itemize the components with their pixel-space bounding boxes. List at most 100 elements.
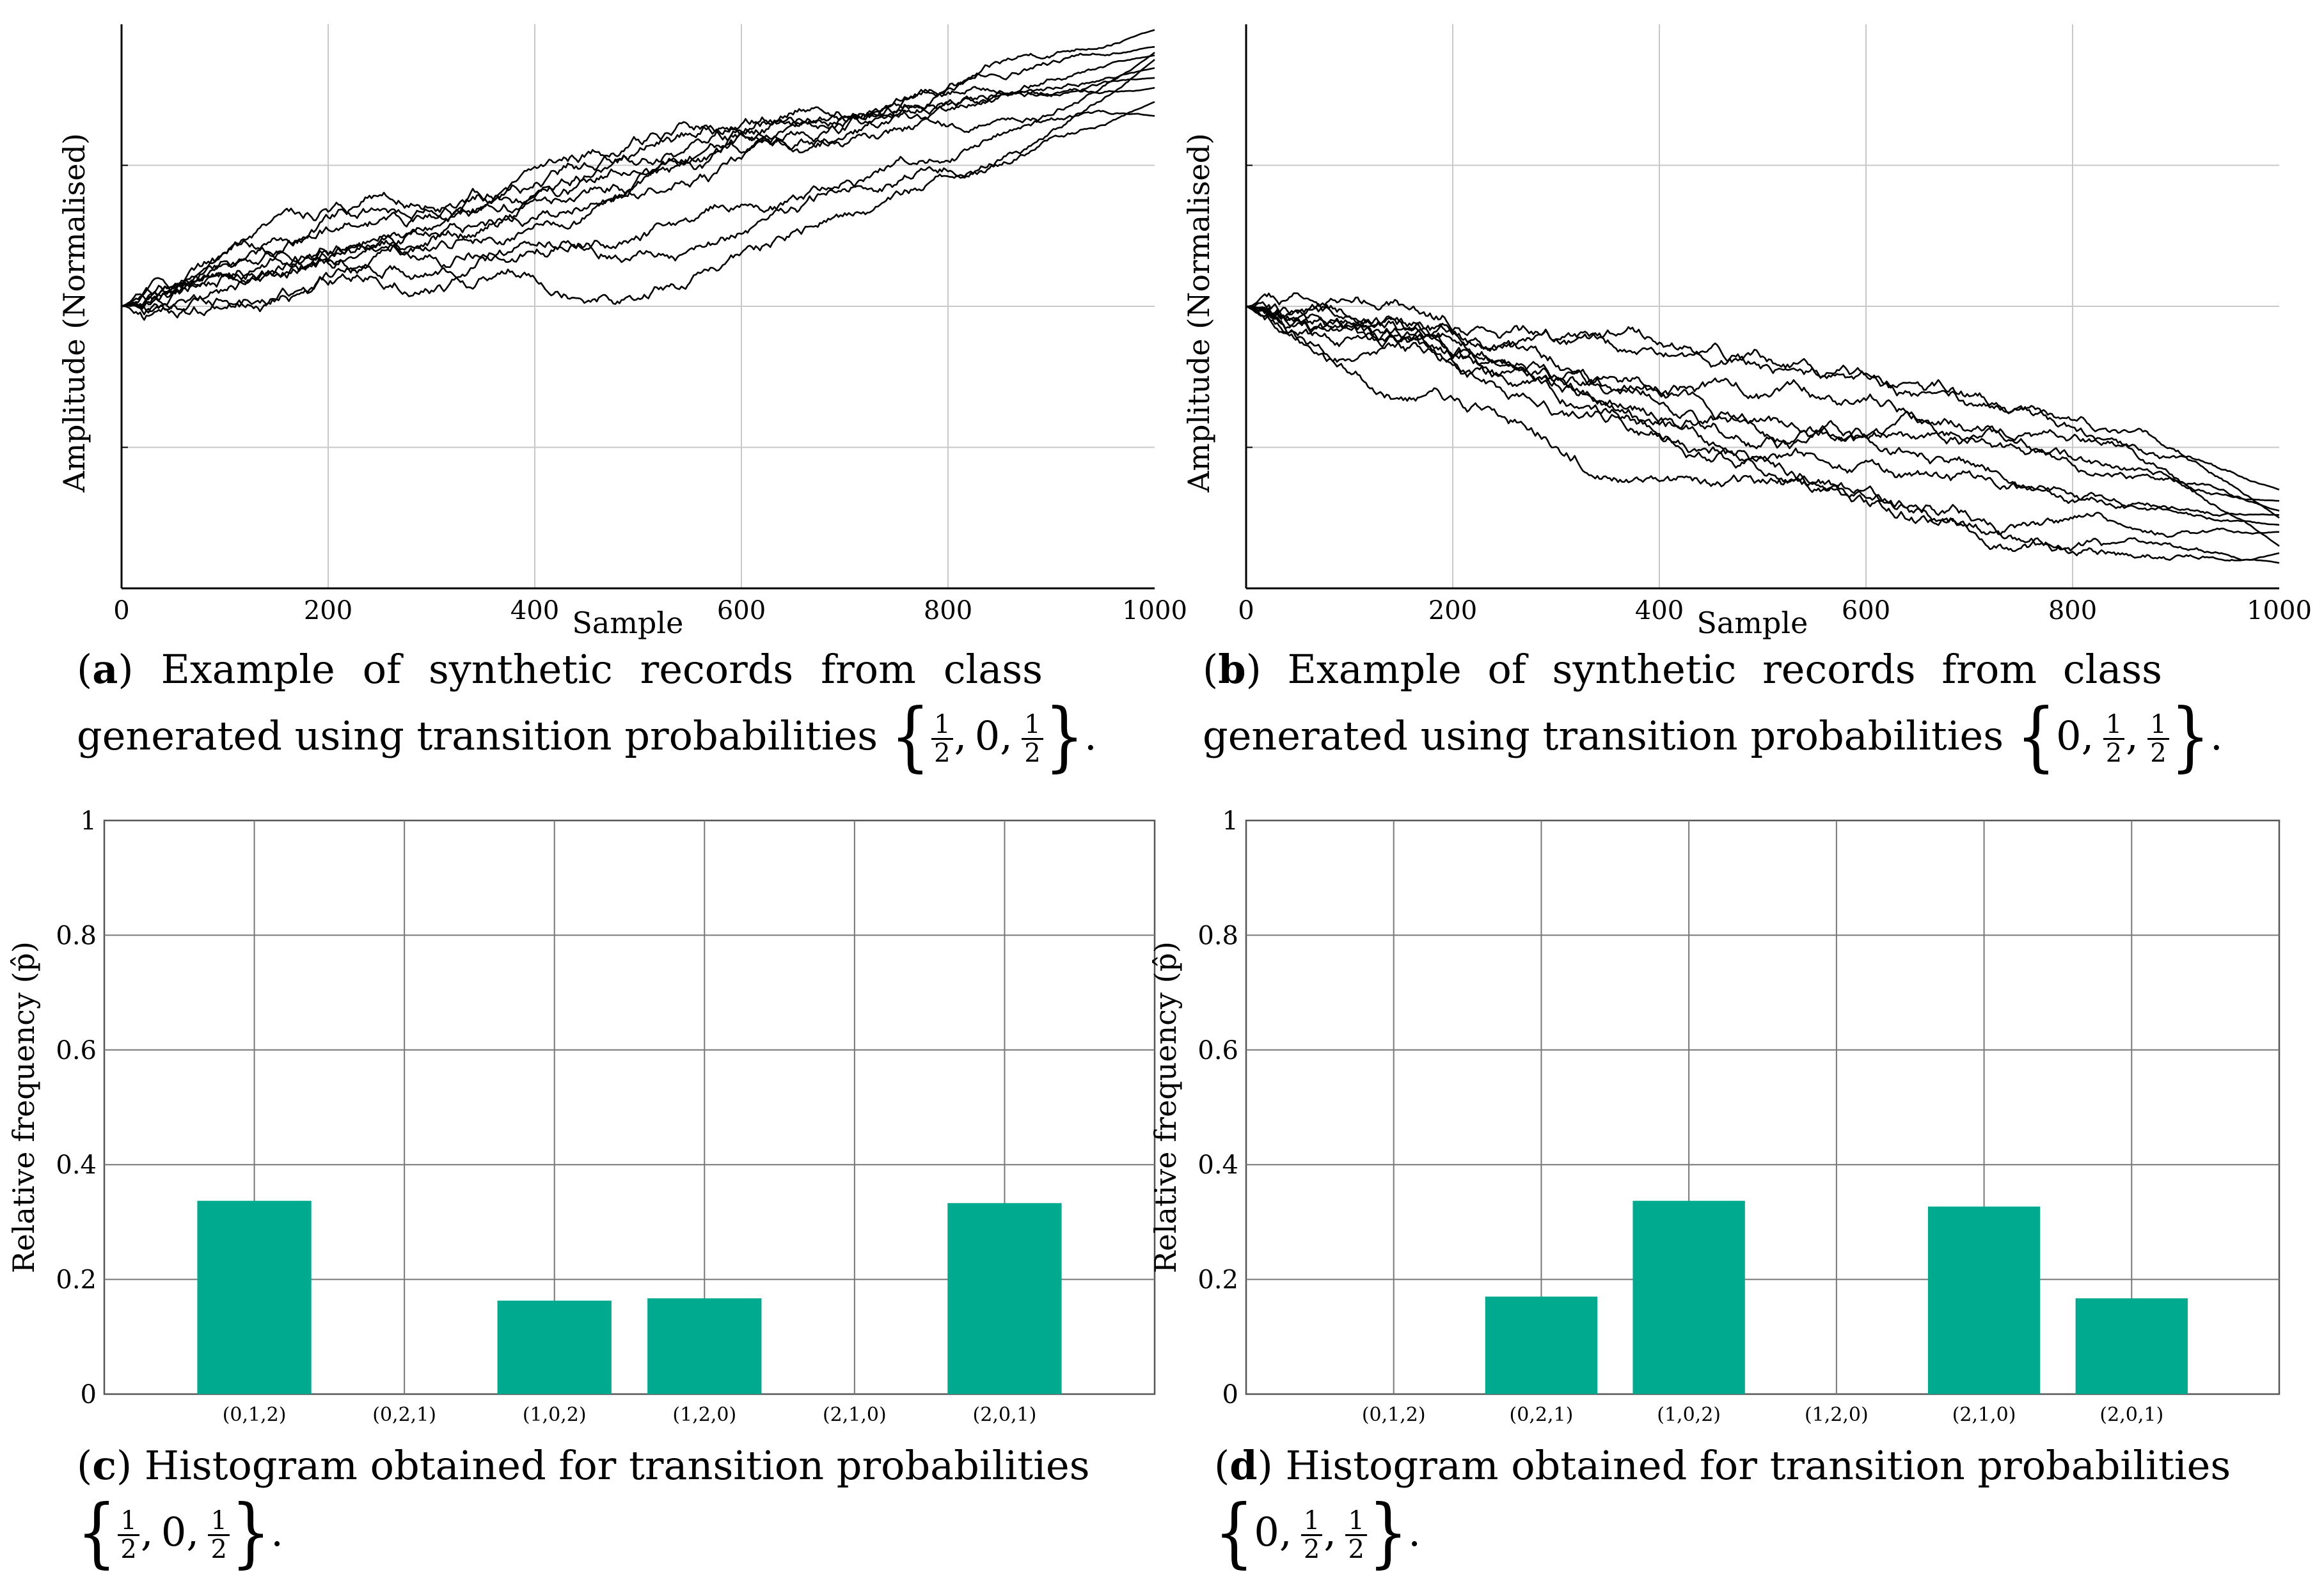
caption-a-frac1-den: 2 [934, 739, 951, 769]
histogram-bar [2075, 1298, 2188, 1394]
caption-b-frac1-num: 1 [2103, 711, 2125, 741]
category-label: (0,1,2) [1362, 1404, 1426, 1426]
histogram-bar [1632, 1200, 1745, 1394]
caption-b-frac1-den: 2 [2105, 739, 2122, 769]
caption-c-frac1-num: 1 [118, 1507, 139, 1537]
caption-a-frac2-den: 2 [1024, 739, 1041, 769]
x-tick-label: 400 [1635, 596, 1684, 625]
x-tick-label: 0 [113, 596, 129, 625]
y-axis-title: Amplitude (Normalised) [57, 133, 91, 493]
series-line [121, 77, 1155, 310]
histogram-bar [647, 1298, 762, 1394]
category-label: (0,2,1) [1510, 1404, 1574, 1426]
caption-b-line2: generated using transition probabilities [1203, 712, 2004, 759]
caption-a-label: a [92, 646, 118, 693]
histogram-bar [197, 1200, 312, 1394]
caption-a-line2: generated using transition probabilities [77, 712, 878, 759]
caption-a-frac1-num: 1 [931, 711, 953, 741]
histogram-bar [497, 1300, 612, 1394]
series-line [1245, 305, 2280, 490]
caption-b-zero: 0 [2056, 712, 2082, 759]
series-line [1245, 305, 2279, 538]
caption-b-frac2-num: 1 [2147, 711, 2169, 741]
caption-c-zero: 0 [161, 1509, 187, 1555]
series-line [121, 52, 1155, 318]
y-tick-label: 0.2 [56, 1266, 97, 1295]
caption-d-frac2-den: 2 [1348, 1535, 1364, 1565]
caption-c: (c) Histogram obtained for transition pr… [77, 1442, 1090, 1577]
caption-b: (b) Example of synthetic records from cl… [1203, 646, 2223, 781]
caption-d-label: d [1229, 1442, 1258, 1489]
category-label: (2,0,1) [973, 1404, 1037, 1426]
caption-a-line1: Example of synthetic records from class [161, 646, 1043, 693]
category-label: (1,2,0) [1805, 1404, 1869, 1426]
caption-d-frac1-num: 1 [1300, 1507, 1323, 1537]
y-tick-label: 0.4 [56, 1150, 97, 1180]
caption-a-frac2-num: 1 [1022, 711, 1043, 741]
series-line [1245, 302, 2280, 517]
caption-a: (a) Example of synthetic records from cl… [77, 646, 1097, 781]
y-tick-label: 0 [1222, 1380, 1238, 1409]
caption-a-zero: 0 [974, 712, 1000, 759]
x-tick-label: 1000 [2247, 596, 2312, 625]
category-label: (1,0,2) [1657, 1404, 1721, 1426]
x-axis-title: Sample [1696, 606, 1808, 640]
series-line [121, 46, 1155, 316]
caption-d-frac1-den: 2 [1303, 1535, 1320, 1565]
x-tick-label: 1000 [1122, 596, 1187, 625]
y-axis-title: Relative frequency (p̂) [1148, 941, 1183, 1273]
x-tick-label: 400 [510, 596, 559, 625]
y-tick-label: 1 [1222, 806, 1238, 836]
y-tick-label: 0.6 [1198, 1036, 1238, 1065]
y-tick-label: 1 [81, 806, 97, 836]
histogram-bar [1927, 1206, 2041, 1394]
series-line [121, 101, 1155, 321]
x-tick-label: 600 [717, 596, 766, 625]
x-tick-label: 800 [2048, 596, 2097, 625]
series-line [121, 29, 1155, 308]
y-tick-label: 0.8 [1198, 921, 1238, 950]
caption-c-frac2-num: 1 [208, 1507, 230, 1537]
series-line [1245, 305, 2280, 502]
x-tick-label: 600 [1842, 596, 1890, 625]
panel-b-line-chart: 0 200 400 600 800 1000 Sample Amplitude (Normal… [1182, 24, 2312, 640]
category-label: (1,0,2) [523, 1404, 587, 1426]
y-tick-label: 0.4 [1198, 1150, 1238, 1180]
series-line [121, 59, 1155, 310]
caption-d-frac2-num: 1 [1345, 1507, 1367, 1537]
series-line [1245, 304, 2280, 547]
x-tick-label: 200 [304, 596, 352, 625]
series-line [1245, 301, 2280, 526]
caption-d: (d) Histogram obtained for transition pr… [1214, 1442, 2231, 1577]
caption-d-zero: 0 [1254, 1509, 1279, 1555]
y-tick-label: 0.8 [56, 921, 97, 950]
y-tick-label: 0.2 [1198, 1266, 1238, 1295]
series-line [121, 67, 1155, 308]
panel-c-histogram: (0,1,2) (0,2,1) (1,0,2) (1,2,0) (2,1,0) (2,0,… [6, 806, 1156, 1426]
plot-frame [1245, 819, 2281, 1395]
caption-c-line1: Histogram obtained for transition probab… [144, 1442, 1090, 1489]
caption-c-label: c [92, 1442, 116, 1489]
y-tick-label: 0.6 [56, 1036, 97, 1065]
x-tick-label: 0 [1238, 596, 1254, 625]
y-axis-title: Relative frequency (p̂) [6, 941, 41, 1273]
series-line [1245, 292, 2280, 519]
x-tick-label: 800 [924, 596, 972, 625]
caption-d-line1: Histogram obtained for transition probab… [1285, 1442, 2231, 1489]
caption-c-frac2-den: 2 [210, 1535, 227, 1565]
panel-d-histogram: (0,1,2) (0,2,1) (1,0,2) (1,2,0) (2,1,0) (2,0,… [1148, 806, 2281, 1426]
series-line [121, 107, 1155, 308]
x-axis-title: Sample [572, 606, 683, 640]
series-line [1245, 305, 2280, 564]
category-label: (0,1,2) [223, 1404, 287, 1426]
category-label: (2,1,0) [823, 1404, 887, 1426]
category-label: (1,2,0) [672, 1404, 736, 1426]
histogram-bar [947, 1203, 1062, 1394]
plot-frame [103, 819, 1156, 1395]
histogram-bar [1485, 1296, 1598, 1394]
panel-a-line-chart: 0 200 400 600 800 1000 Sample Amplitude (Normal… [57, 24, 1187, 640]
caption-b-label: b [1218, 646, 1246, 693]
x-tick-label: 200 [1428, 596, 1477, 625]
category-label: (2,1,0) [1952, 1404, 2016, 1426]
